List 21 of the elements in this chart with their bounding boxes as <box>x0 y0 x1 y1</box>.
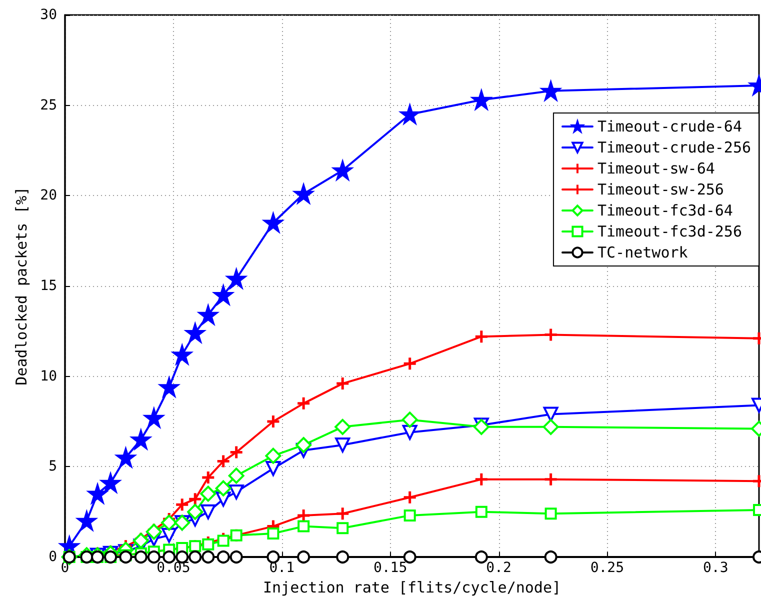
x-axis-title: Injection rate [flits/cycle/node] <box>262 578 562 596</box>
y-tick-label: 30 <box>40 7 57 23</box>
x-tick-label: 0.25 <box>590 560 624 576</box>
y-tick-label: 10 <box>40 368 57 384</box>
y-axis-title: Deadlocked packets [%] <box>12 186 30 386</box>
y-tick-label: 20 <box>40 188 57 204</box>
legend-label: Timeout-crude-256 <box>597 138 752 156</box>
x-tick-label: 0.15 <box>373 560 408 576</box>
legend-label: Timeout-fc3d-256 <box>597 222 742 240</box>
y-tick-label: 5 <box>48 458 57 475</box>
x-tick-label: 0.05 <box>156 560 190 576</box>
y-tick-label: 15 <box>40 278 57 294</box>
legend-label: Timeout-fc3d-64 <box>597 202 733 220</box>
y-tick-label: 0 <box>48 549 57 565</box>
x-tick-label: 0.3 <box>702 560 728 576</box>
legend-label: Timeout-sw-256 <box>597 180 724 198</box>
legend-label: Timeout-sw-64 <box>597 160 715 178</box>
y-tick-label: 25 <box>40 97 57 114</box>
legend-label: TC-network <box>597 244 688 262</box>
x-tick-label: 0.2 <box>486 560 512 576</box>
legend-label: Timeout-crude-64 <box>597 118 742 136</box>
